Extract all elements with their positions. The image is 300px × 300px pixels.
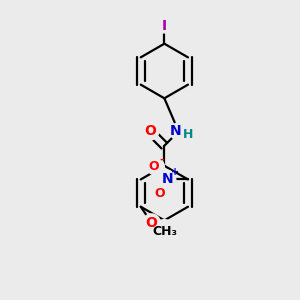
Circle shape [157, 170, 176, 189]
Text: I: I [162, 19, 167, 33]
Text: O: O [148, 160, 159, 173]
Circle shape [151, 185, 168, 202]
Text: O: O [146, 215, 158, 230]
Text: H: H [183, 128, 193, 141]
Circle shape [157, 19, 172, 33]
Circle shape [143, 214, 160, 231]
Text: -: - [159, 155, 164, 165]
Circle shape [153, 220, 176, 243]
Circle shape [147, 158, 164, 175]
Text: N: N [162, 172, 174, 186]
Text: O: O [144, 124, 156, 139]
Text: O: O [154, 187, 165, 200]
Circle shape [170, 123, 187, 140]
Text: +: + [171, 167, 179, 177]
Text: CH₃: CH₃ [152, 225, 177, 238]
Text: N: N [170, 124, 182, 139]
Circle shape [142, 123, 159, 140]
